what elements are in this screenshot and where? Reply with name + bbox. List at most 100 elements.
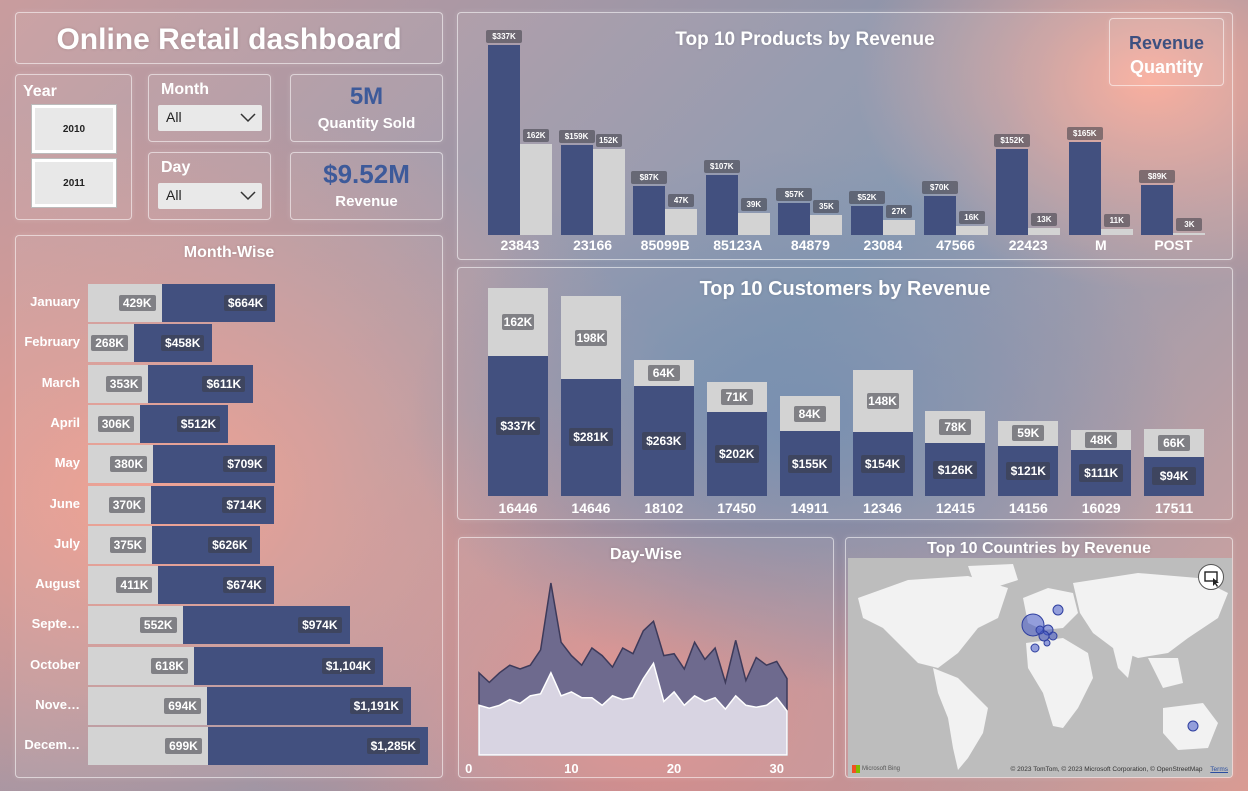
revenue-data-label: $664K [223, 295, 268, 311]
revenue-bar[interactable]: $714K [151, 485, 274, 524]
map-panel: Top 10 Countries by Revenue [845, 537, 1233, 778]
month-row[interactable]: January 429K $664K [16, 284, 442, 322]
revenue-data-label: $165K [1066, 126, 1103, 140]
revenue-data-label: $337K [496, 416, 540, 435]
month-row[interactable]: February 268K $458K [16, 324, 442, 363]
month-row[interactable]: Nove… 694K $1,191K [16, 687, 442, 725]
revenue-bar[interactable]: $626K [152, 525, 260, 564]
quantity-bar[interactable] [883, 219, 915, 235]
quantity-data-label: 71K [720, 389, 753, 405]
quantity-bar[interactable] [1028, 227, 1061, 235]
revenue-bar[interactable]: $974K [182, 606, 350, 645]
quantity-data-label: 3K [1176, 218, 1203, 232]
kpi-revenue-card: $9.52M Revenue [290, 152, 443, 220]
map-bubble[interactable] [1030, 643, 1040, 653]
revenue-data-label: $714K [222, 496, 266, 513]
quantity-bar[interactable] [520, 143, 552, 235]
month-row[interactable]: April 306K $512K [16, 404, 442, 443]
revenue-data-label: $1,191K [349, 698, 404, 714]
revenue-data-label: $121K [1006, 461, 1051, 480]
quantity-bar[interactable] [592, 149, 625, 235]
revenue-data-label: $458K [161, 335, 205, 352]
revenue-bar[interactable] [560, 145, 593, 235]
quantity-data-label: 11K [1103, 213, 1130, 227]
revenue-bar[interactable]: $512K [140, 404, 229, 443]
revenue-bar[interactable] [488, 45, 520, 235]
revenue-bar[interactable] [705, 174, 738, 235]
quantity-bar[interactable] [737, 213, 770, 235]
quantity-bar[interactable]: 380K [88, 445, 154, 484]
quantity-bar[interactable]: 375K [88, 525, 153, 564]
quantity-bar[interactable]: 370K [88, 485, 152, 524]
quantity-bar[interactable] [1173, 233, 1206, 235]
day-dropdown[interactable]: All [158, 183, 262, 209]
revenue-bar[interactable] [996, 149, 1029, 235]
quantity-bar[interactable]: 699K [88, 727, 208, 766]
revenue-bar[interactable] [923, 195, 956, 235]
month-slicer-label: Month [161, 81, 209, 98]
month-row[interactable]: July 375K $626K [16, 525, 442, 564]
quantity-bar[interactable] [810, 215, 843, 235]
month-row[interactable]: May 380K $709K [16, 445, 442, 484]
revenue-bar[interactable] [633, 185, 666, 235]
revenue-bar[interactable]: $1,191K [206, 687, 412, 725]
month-row[interactable]: Septe… 552K $974K [16, 606, 442, 645]
month-wise-panel: Month-Wise January 429K $664K February 268K $… [15, 235, 443, 778]
kpi-quantity-card: 5M Quantity Sold [290, 74, 443, 142]
revenue-bar[interactable]: $1,104K [193, 646, 384, 685]
x-tick-label: 10 [564, 761, 578, 776]
revenue-bar[interactable]: $664K [161, 284, 276, 322]
revenue-bar[interactable] [778, 202, 811, 235]
month-row[interactable]: June 370K $714K [16, 485, 442, 524]
quantity-bar[interactable]: 694K [88, 687, 207, 725]
quantity-data-label: 429K [118, 295, 156, 311]
month-dropdown[interactable]: All [158, 105, 262, 131]
quantity-area[interactable] [478, 661, 788, 756]
revenue-data-label: $674K [222, 577, 266, 594]
map-bubble[interactable] [1052, 604, 1064, 616]
revenue-bar[interactable]: $611K [148, 364, 254, 403]
revenue-bar[interactable]: $674K [158, 566, 274, 605]
map-bubble[interactable] [1048, 631, 1058, 641]
quantity-bar[interactable]: 552K [88, 606, 183, 645]
month-row[interactable]: August 411K $674K [16, 566, 442, 605]
map-bubble[interactable] [1035, 625, 1045, 635]
revenue-bar[interactable] [1068, 141, 1101, 235]
quantity-bar[interactable]: 268K [88, 324, 134, 363]
quantity-bar[interactable] [1100, 228, 1133, 235]
x-axis-label: 84879 [790, 237, 830, 253]
terms-link[interactable]: Terms [1210, 766, 1228, 773]
revenue-data-label: $126K [933, 460, 978, 479]
revenue-bar[interactable]: $1,285K [207, 727, 428, 766]
quantity-bar[interactable] [665, 208, 698, 235]
revenue-bar[interactable] [851, 205, 883, 235]
year-option-2011[interactable]: 2011 [31, 158, 117, 208]
quantity-bar[interactable]: 306K [88, 404, 141, 443]
revenue-bar[interactable]: $709K [153, 445, 275, 484]
map-bubble[interactable] [1043, 639, 1051, 647]
toggle-revenue[interactable]: Revenue [1128, 33, 1205, 53]
toggle-quantity[interactable]: Quantity [1129, 57, 1203, 77]
day-wise-chart: 0 10 20 30 [465, 582, 788, 776]
map-canvas[interactable]: Microsoft Bing © 2023 TomTom, © 2023 Mic… [848, 558, 1232, 777]
revenue-bar[interactable]: $458K [133, 324, 213, 363]
quantity-data-label: 552K [139, 617, 177, 634]
quantity-bar[interactable]: 411K [88, 566, 159, 605]
quantity-bar[interactable]: 353K [88, 364, 149, 403]
revenue-bar[interactable] [1141, 184, 1174, 235]
quantity-bar[interactable]: 429K [88, 284, 162, 322]
month-row[interactable]: Decem… 699K $1,285K [16, 727, 442, 766]
quantity-data-label: 47K [668, 193, 695, 207]
quantity-data-label: 84K [793, 405, 826, 422]
focus-mode-icon[interactable] [1198, 564, 1224, 590]
x-axis-label: 12415 [935, 500, 975, 516]
x-axis-label: 14646 [571, 500, 611, 516]
quantity-bar[interactable] [955, 225, 988, 235]
month-row[interactable]: March 353K $611K [16, 364, 442, 403]
quantity-bar[interactable]: 618K [88, 646, 194, 685]
revenue-data-label: $263K [641, 432, 686, 451]
map-bubble[interactable] [1187, 720, 1199, 732]
month-label: April [50, 414, 80, 430]
year-option-2010[interactable]: 2010 [31, 104, 117, 154]
month-row[interactable]: October 618K $1,104K [16, 646, 442, 685]
